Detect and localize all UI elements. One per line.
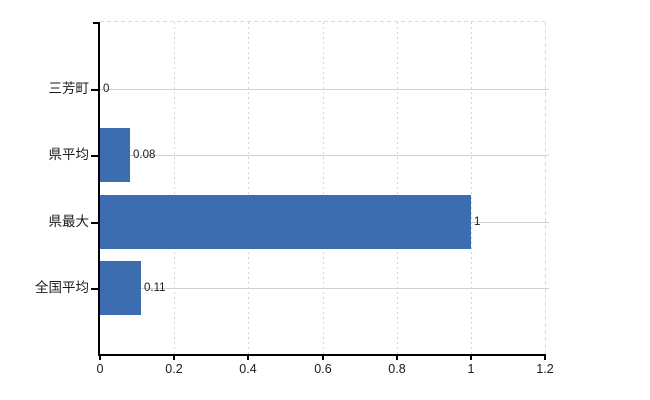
- y-tick: [91, 89, 100, 91]
- y-tick: [91, 155, 100, 157]
- gridline-horizontal: [100, 89, 549, 90]
- x-tick-label: 1.2: [536, 362, 554, 376]
- category-label: 三芳町: [48, 81, 90, 96]
- gridline-vertical: [397, 22, 398, 355]
- x-tick: [470, 355, 472, 360]
- x-tick-label: 0: [96, 362, 104, 376]
- value-label: 0.08: [133, 149, 156, 161]
- x-tick: [396, 355, 398, 360]
- x-tick-label: 0.2: [165, 362, 183, 376]
- x-tick: [99, 355, 101, 360]
- value-label: 0: [103, 83, 110, 95]
- x-tick: [544, 355, 546, 360]
- gridline-vertical: [323, 22, 324, 355]
- y-tick: [91, 222, 100, 224]
- gridline-vertical: [174, 22, 175, 355]
- x-tick: [322, 355, 324, 360]
- y-axis-end-tick: [93, 22, 100, 24]
- x-tick-label: 0.8: [388, 362, 406, 376]
- x-tick: [173, 355, 175, 360]
- gridline-vertical: [248, 22, 249, 355]
- category-label: 県平均: [48, 147, 90, 162]
- plot-top-border: [100, 21, 545, 22]
- x-tick: [247, 355, 249, 360]
- x-tick-label: 0.4: [239, 362, 257, 376]
- gridline-vertical: [471, 22, 472, 355]
- gridline-horizontal: [100, 288, 549, 289]
- y-tick: [91, 288, 100, 290]
- category-label: 県最大: [48, 214, 90, 229]
- plot-right-border: [545, 22, 546, 355]
- chart-bar: [100, 261, 141, 315]
- y-axis: [98, 22, 100, 356]
- value-label: 0.11: [144, 282, 166, 294]
- chart-bar: [100, 128, 130, 182]
- x-tick-label: 1: [467, 362, 475, 376]
- category-label: 全国平均: [35, 280, 89, 295]
- gridline-horizontal: [100, 155, 549, 156]
- x-tick-label: 0.6: [314, 362, 332, 376]
- chart-bar: [100, 195, 471, 249]
- value-label: 1: [474, 216, 481, 228]
